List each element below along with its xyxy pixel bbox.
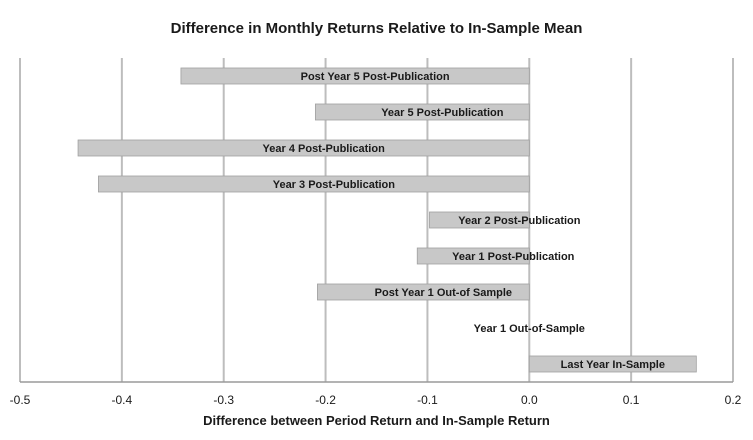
- bar-label-5: Year 1 Post-Publication: [452, 251, 575, 263]
- x-tick-label-6: 0.1: [623, 393, 640, 407]
- bar-label-4: Year 2 Post-Publication: [458, 215, 581, 227]
- bar-8: [528, 355, 697, 373]
- bar-label-0: Post Year 5 Post-Publication: [301, 71, 450, 83]
- bar-5: [416, 247, 530, 265]
- chart-title: Difference in Monthly Returns Relative t…: [170, 20, 583, 37]
- gridlines: [19, 58, 734, 382]
- bars: [77, 67, 697, 373]
- x-tick-label-1: -0.4: [112, 393, 133, 407]
- bar-label-7: Year 1 Out-of-Sample: [474, 323, 585, 335]
- x-tick-label-5: 0.0: [521, 393, 538, 407]
- bar-labels: Post Year 5 Post-Publication Year 5 Post-…: [263, 71, 665, 371]
- x-tick-label-0: -0.5: [10, 393, 31, 407]
- bar-3: [98, 175, 530, 193]
- x-tick-label-3: -0.2: [315, 393, 336, 407]
- x-axis-label: Difference between Period Return and In-…: [203, 413, 550, 428]
- bar-1: [314, 103, 530, 121]
- bar-label-3: Year 3 Post-Publication: [273, 179, 396, 191]
- x-tick-label-2: -0.3: [213, 393, 234, 407]
- bar-label-6: Post Year 1 Out-of Sample: [375, 287, 512, 299]
- bar-label-8: Last Year In-Sample: [561, 359, 665, 371]
- bar-label-1: Year 5 Post-Publication: [381, 107, 504, 119]
- bar-label-2: Year 4 Post-Publication: [263, 143, 386, 155]
- x-tick-label-4: -0.1: [417, 393, 438, 407]
- x-axis: -0.5 -0.4 -0.3 -0.2 -0.1 0.0 0.1 0.2: [10, 381, 742, 407]
- bar-4: [429, 211, 530, 229]
- x-tick-label-7: 0.2: [725, 393, 742, 407]
- bar-0: [180, 67, 530, 85]
- bar-2: [77, 139, 530, 157]
- bar-6: [317, 283, 530, 301]
